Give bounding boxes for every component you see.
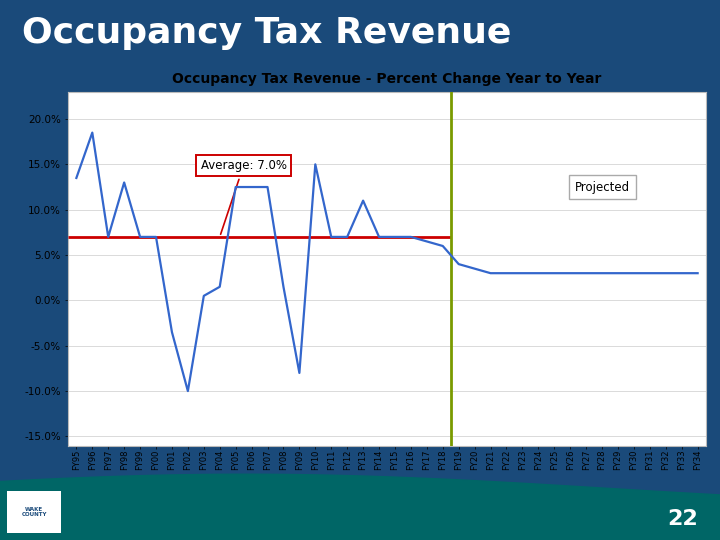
Text: WAKE
COUNTY: WAKE COUNTY [22,507,47,517]
Text: Occupancy Tax Revenue: Occupancy Tax Revenue [22,16,511,50]
Title: Occupancy Tax Revenue - Percent Change Year to Year: Occupancy Tax Revenue - Percent Change Y… [172,72,602,86]
Text: 22: 22 [667,509,698,529]
Text: Average: 7.0%: Average: 7.0% [201,159,287,234]
Text: Projected: Projected [575,180,629,193]
FancyBboxPatch shape [7,491,61,533]
